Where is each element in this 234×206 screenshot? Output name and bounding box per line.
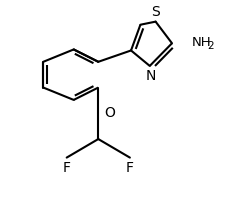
Text: F: F <box>63 161 71 175</box>
Text: S: S <box>151 5 160 19</box>
Text: O: O <box>104 106 115 120</box>
Text: N: N <box>146 69 156 83</box>
Text: F: F <box>126 161 134 175</box>
Text: NH: NH <box>192 36 212 49</box>
Text: 2: 2 <box>208 41 214 51</box>
